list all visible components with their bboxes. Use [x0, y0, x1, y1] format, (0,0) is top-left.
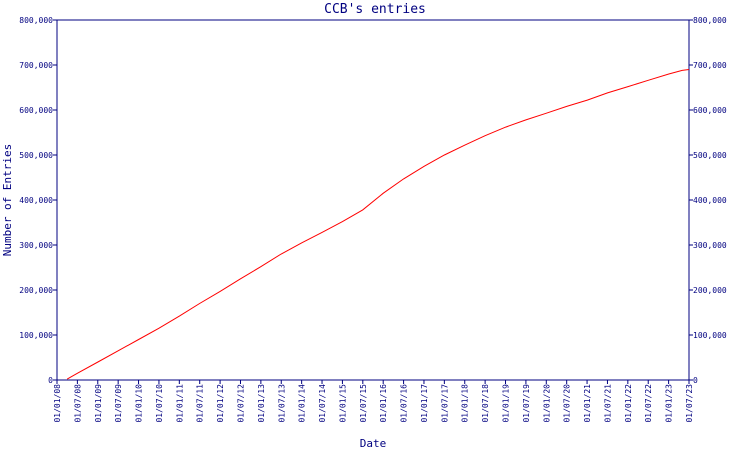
y-tick-label-right: 700,000 — [693, 61, 727, 70]
plot-area-frame — [56, 19, 690, 381]
x-tick-label: 01/07/15 — [359, 384, 368, 423]
x-tick-label: 01/01/18 — [461, 384, 470, 423]
x-tick-label: 01/01/21 — [583, 384, 592, 423]
y-axis-right: 0 100,000 200,000 300,000 400,000 500,000 600,… — [689, 16, 727, 385]
x-tick-label: 01/07/10 — [155, 384, 164, 423]
y-tick-label-left: 0 — [48, 376, 53, 385]
chart-title: CCB's entries — [324, 2, 426, 17]
x-tick-label: 01/07/17 — [440, 384, 449, 423]
x-tick-label: 01/07/13 — [277, 384, 286, 423]
series-layer — [66, 69, 690, 380]
x-tick-label: 01/07/23 — [685, 384, 694, 423]
x-tick-label: 01/01/15 — [338, 384, 347, 423]
y-axis-left: 0 100,000 200,000 300,000 400,000 500,000 600,… — [19, 16, 57, 385]
x-tick-label: 01/07/09 — [114, 384, 123, 423]
x-tick-label: 01/01/12 — [216, 384, 225, 423]
y-tick-label-right: 500,000 — [693, 151, 727, 160]
x-tick-label: 01/01/14 — [298, 384, 307, 423]
x-tick-label: 01/07/11 — [196, 384, 205, 423]
y-tick-label-left: 500,000 — [19, 151, 53, 160]
series-line — [66, 69, 690, 380]
x-tick-label: 01/07/14 — [318, 384, 327, 423]
x-tick-label: 01/07/22 — [644, 384, 653, 423]
x-tick-label: 01/01/09 — [94, 384, 103, 423]
y-tick-label-left: 600,000 — [19, 106, 53, 115]
x-tick-label: 01/01/23 — [665, 384, 674, 423]
x-tick-label: 01/01/19 — [502, 384, 511, 423]
y-tick-label-left: 300,000 — [19, 241, 53, 250]
y-tick-label-right: 100,000 — [693, 331, 727, 340]
y-tick-label-right: 0 — [693, 376, 698, 385]
y-tick-label-right: 400,000 — [693, 196, 727, 205]
x-tick-label: 01/01/22 — [624, 384, 633, 423]
y-tick-label-right: 600,000 — [693, 106, 727, 115]
y-tick-label-left: 100,000 — [19, 331, 53, 340]
x-axis: 01/01/08 01/07/08 01/01/09 01/07/09 01/01/10… — [53, 380, 694, 423]
x-tick-label: 01/01/08 — [53, 384, 62, 423]
y-tick-label-left: 200,000 — [19, 286, 53, 295]
x-tick-label: 01/01/16 — [379, 384, 388, 423]
y-tick-label-left: 400,000 — [19, 196, 53, 205]
x-tick-label: 01/07/19 — [522, 384, 531, 423]
y-tick-label-left: 700,000 — [19, 61, 53, 70]
x-tick-label: 01/01/11 — [175, 384, 184, 423]
x-tick-label: 01/07/16 — [400, 384, 409, 423]
x-tick-label: 01/07/08 — [73, 384, 82, 423]
x-tick-label: 01/01/17 — [420, 384, 429, 423]
y-axis-label: Number of Entries — [1, 144, 14, 257]
x-axis-label: Date — [360, 437, 387, 450]
x-tick-label: 01/01/10 — [135, 384, 144, 423]
y-tick-label-right: 300,000 — [693, 241, 727, 250]
x-tick-label: 01/07/20 — [563, 384, 572, 423]
y-tick-label-left: 800,000 — [19, 16, 53, 25]
y-tick-label-right: 800,000 — [693, 16, 727, 25]
x-tick-label: 01/07/18 — [481, 384, 490, 423]
x-tick-label: 01/07/21 — [603, 384, 612, 423]
x-tick-label: 01/01/20 — [542, 384, 551, 423]
x-tick-label: 01/07/12 — [236, 384, 245, 423]
x-tick-label: 01/01/13 — [257, 384, 266, 423]
y-tick-label-right: 200,000 — [693, 286, 727, 295]
